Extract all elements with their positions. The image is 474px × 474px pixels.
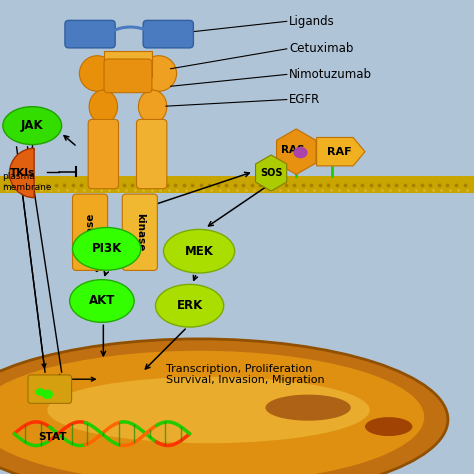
Ellipse shape: [3, 107, 62, 145]
Text: MEK: MEK: [185, 245, 213, 258]
Text: RAS: RAS: [281, 145, 304, 155]
Ellipse shape: [36, 388, 45, 396]
Bar: [0, 176, 474, 193]
Ellipse shape: [0, 351, 424, 474]
Text: JAK: JAK: [21, 119, 44, 132]
Wedge shape: [9, 148, 34, 198]
Text: ERK: ERK: [176, 299, 203, 312]
Ellipse shape: [79, 56, 115, 91]
Text: SOS: SOS: [260, 168, 283, 178]
Text: Cetuximab: Cetuximab: [289, 42, 354, 55]
Ellipse shape: [70, 280, 134, 322]
Text: STAT: STAT: [38, 432, 66, 442]
Polygon shape: [276, 129, 316, 174]
Polygon shape: [255, 155, 287, 191]
Text: PI3K: PI3K: [91, 242, 122, 255]
FancyBboxPatch shape: [122, 194, 157, 270]
Text: Ligands: Ligands: [289, 15, 335, 28]
FancyBboxPatch shape: [88, 119, 118, 189]
FancyBboxPatch shape: [143, 20, 193, 48]
Ellipse shape: [42, 390, 53, 399]
Ellipse shape: [293, 147, 308, 158]
Ellipse shape: [164, 229, 235, 273]
Text: AKT: AKT: [89, 294, 115, 308]
Ellipse shape: [265, 394, 351, 421]
Ellipse shape: [89, 90, 118, 123]
Ellipse shape: [155, 284, 224, 327]
Text: RAF: RAF: [327, 146, 351, 157]
Ellipse shape: [0, 339, 448, 474]
Text: EGFR: EGFR: [289, 93, 320, 106]
Text: plasma
membrane: plasma membrane: [2, 173, 52, 191]
FancyBboxPatch shape: [73, 194, 108, 270]
FancyBboxPatch shape: [65, 20, 115, 48]
Ellipse shape: [73, 228, 141, 270]
Text: kinase: kinase: [85, 213, 95, 251]
FancyBboxPatch shape: [28, 375, 72, 403]
FancyBboxPatch shape: [137, 119, 167, 189]
Text: kinase: kinase: [135, 213, 145, 251]
Ellipse shape: [138, 90, 167, 123]
Polygon shape: [317, 137, 365, 166]
Bar: [104, 51, 152, 77]
Text: TKIs: TKIs: [10, 168, 36, 178]
Text: Transcription, Proliferation
Survival, Invasion, Migration: Transcription, Proliferation Survival, I…: [166, 364, 325, 385]
Ellipse shape: [365, 417, 412, 436]
FancyBboxPatch shape: [104, 59, 152, 93]
Ellipse shape: [47, 377, 370, 443]
Text: Nimotuzumab: Nimotuzumab: [289, 68, 372, 81]
Ellipse shape: [141, 56, 176, 91]
